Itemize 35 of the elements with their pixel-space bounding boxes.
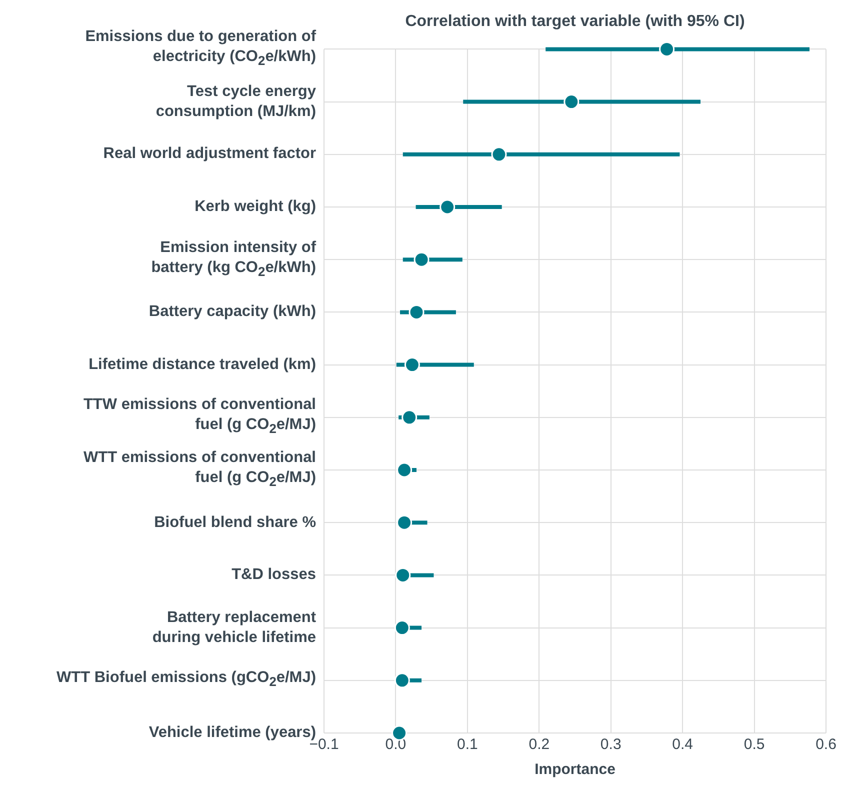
y-tick-label: WTT emissions of conventional fuel (g CO$_{2}$e/MJ): [83, 448, 316, 492]
y-tick-label: Emission intensity of battery (kg CO$_{2}$e/kWh): [151, 238, 316, 281]
x-tick-label: 0.5: [744, 736, 765, 754]
point: [564, 94, 580, 110]
point: [396, 462, 412, 478]
point: [408, 304, 424, 320]
point: [491, 146, 507, 162]
point: [394, 620, 410, 636]
point: [440, 199, 456, 215]
y-tick-label: Lifetime distance traveled (km): [88, 354, 316, 375]
point: [394, 672, 410, 688]
point: [659, 41, 675, 57]
chart-title: Correlation with target variable (with 95% CI): [405, 13, 745, 30]
x-tick-label: 0.4: [672, 736, 693, 754]
point: [396, 514, 412, 530]
point: [395, 567, 411, 583]
x-tick-label: 0.1: [457, 736, 478, 754]
y-tick-label: Emissions due to generation of electricity (CO$_{2}$e/kWh): [85, 27, 316, 70]
y-tick-label: Biofuel blend share %: [154, 512, 316, 533]
y-tick-label: Vehicle lifetime (years): [148, 723, 316, 741]
y-tick-label: Kerb weight (kg): [194, 197, 316, 217]
y-tick-label: TTW emissions of conventional fuel (g CO$_{2}$e/MJ): [83, 395, 316, 438]
y-tick-label: Real world adjustment factor: [103, 144, 316, 164]
x-tick-label: 0.2: [528, 736, 550, 754]
y-tick-label: Battery replacement during vehicle lifetime: [152, 608, 316, 648]
point: [414, 252, 430, 268]
x-tick-label: 0.6: [816, 736, 836, 754]
point: [402, 410, 418, 426]
y-tick-label: Test cycle energy consumption (MJ/km): [156, 82, 316, 122]
y-tick-label: T&D losses: [232, 565, 316, 586]
y-tick-label: WTT Biofuel emissions (gCO$_{2}$e/MJ): [56, 668, 316, 692]
x-tick-label: 0.3: [600, 736, 622, 754]
point: [404, 357, 420, 373]
x-axis-title: Importance: [534, 761, 616, 778]
y-tick-label: Battery capacity (kWh): [148, 302, 316, 322]
